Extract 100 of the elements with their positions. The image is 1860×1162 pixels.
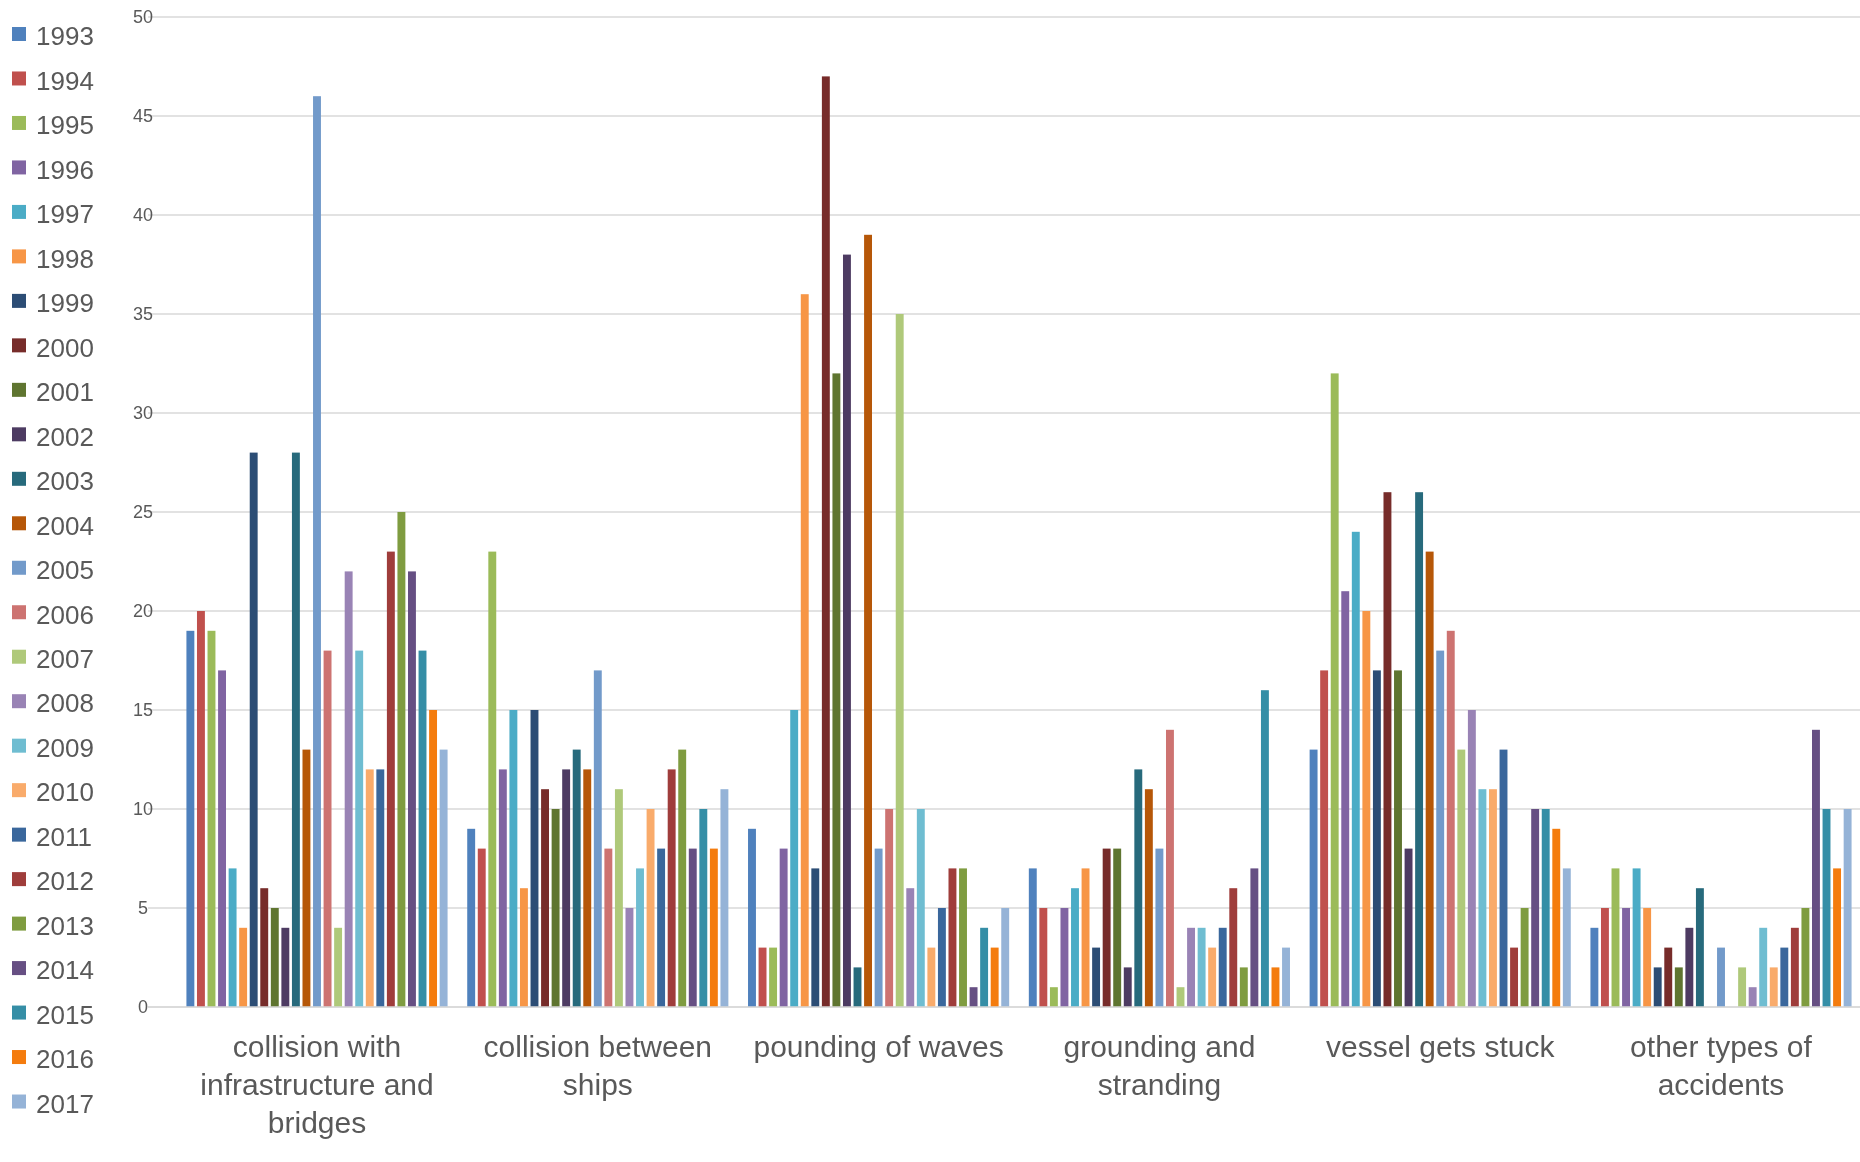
legend-label: 2015 — [36, 999, 94, 1030]
bar — [1643, 908, 1652, 1007]
bar — [218, 670, 226, 1007]
bar — [1562, 868, 1571, 1007]
bar — [790, 710, 799, 1007]
bar — [811, 868, 820, 1007]
bar — [667, 769, 676, 1007]
bar — [1436, 650, 1445, 1007]
bar — [270, 908, 279, 1007]
bar — [562, 769, 571, 1007]
bar — [376, 769, 385, 1007]
bar — [709, 848, 718, 1007]
bar — [467, 828, 476, 1007]
legend-label: 2010 — [36, 777, 94, 808]
bar — [1239, 967, 1248, 1007]
y-tick-label: 10 — [132, 799, 154, 820]
bar — [1260, 690, 1269, 1007]
bar — [604, 848, 613, 1007]
bar — [1632, 868, 1641, 1007]
legend-label: 2003 — [36, 466, 94, 497]
bar — [864, 234, 872, 1007]
legend-label: 1996 — [36, 154, 94, 185]
legend-label: 1994 — [36, 65, 94, 96]
x-tick-label: grounding and stranding — [1063, 1030, 1256, 1101]
bar — [1039, 908, 1048, 1007]
legend-label: 2011 — [36, 821, 92, 852]
bar — [832, 373, 841, 1007]
bar — [1197, 927, 1206, 1007]
y-tick-label: 25 — [132, 502, 154, 523]
bar — [196, 611, 205, 1007]
bar — [1552, 828, 1561, 1007]
bar — [1653, 967, 1662, 1007]
bar — [1165, 729, 1174, 1007]
bar — [1489, 789, 1497, 1007]
bar — [551, 809, 560, 1007]
bar — [228, 868, 237, 1007]
bar — [1309, 749, 1318, 1007]
legend-label: 2007 — [36, 643, 94, 674]
bar — [1769, 967, 1778, 1007]
y-tick-label: 35 — [132, 304, 154, 325]
bar — [678, 749, 687, 1007]
bar — [1351, 531, 1360, 1007]
bar — [1425, 551, 1434, 1007]
legend-label: 1998 — [36, 243, 94, 274]
bar — [291, 452, 300, 1007]
legend-label: 2004 — [36, 510, 94, 541]
bar — [1218, 927, 1227, 1007]
bar — [1372, 670, 1381, 1007]
bar — [1123, 967, 1132, 1007]
bar — [1457, 749, 1466, 1007]
bar — [1028, 868, 1037, 1007]
bar — [959, 868, 967, 1007]
y-tick-label: 0 — [137, 997, 149, 1018]
bar — [1155, 848, 1164, 1007]
bar — [1801, 908, 1810, 1007]
bar — [614, 789, 623, 1007]
bar — [397, 512, 406, 1007]
bar — [429, 710, 438, 1007]
bar — [927, 947, 936, 1007]
bar — [1759, 927, 1768, 1007]
x-tick-label: vessel gets stuck — [1325, 1030, 1556, 1063]
bar — [874, 848, 883, 1007]
bar — [355, 650, 364, 1007]
bar — [1102, 848, 1111, 1007]
x-tick-label: collision with infrastructure and bridges — [200, 1030, 434, 1139]
bar — [509, 710, 518, 1007]
bar — [572, 749, 581, 1007]
bar — [895, 314, 904, 1007]
bar — [1790, 927, 1799, 1007]
bar — [688, 848, 697, 1007]
bar — [1520, 908, 1529, 1007]
bar — [1113, 848, 1122, 1007]
bar — [1833, 868, 1842, 1007]
bar — [1330, 373, 1339, 1007]
bar — [593, 670, 602, 1007]
legend-label: 2013 — [36, 910, 94, 941]
bar — [1695, 888, 1704, 1007]
y-tick-label: 20 — [132, 601, 154, 622]
bar — [1685, 927, 1694, 1007]
bar — [1092, 947, 1101, 1007]
bar — [1446, 630, 1455, 1007]
legend-label: 2000 — [36, 332, 94, 363]
bar — [498, 769, 507, 1007]
y-tick-label: 5 — [137, 898, 149, 919]
bar — [1282, 947, 1290, 1007]
bar — [1780, 947, 1789, 1007]
bar — [980, 927, 989, 1007]
bar — [1144, 789, 1153, 1007]
bar — [1541, 809, 1550, 1007]
bar — [260, 888, 269, 1007]
legend-label: 2006 — [36, 599, 94, 630]
bar — [541, 789, 549, 1007]
bar — [1467, 710, 1476, 1007]
bar — [1674, 967, 1683, 1007]
bar — [769, 947, 778, 1007]
bar — [1208, 947, 1217, 1007]
legend-label: 1999 — [36, 288, 94, 319]
bar — [1478, 789, 1487, 1007]
bar — [1404, 848, 1413, 1007]
bar — [646, 809, 655, 1007]
